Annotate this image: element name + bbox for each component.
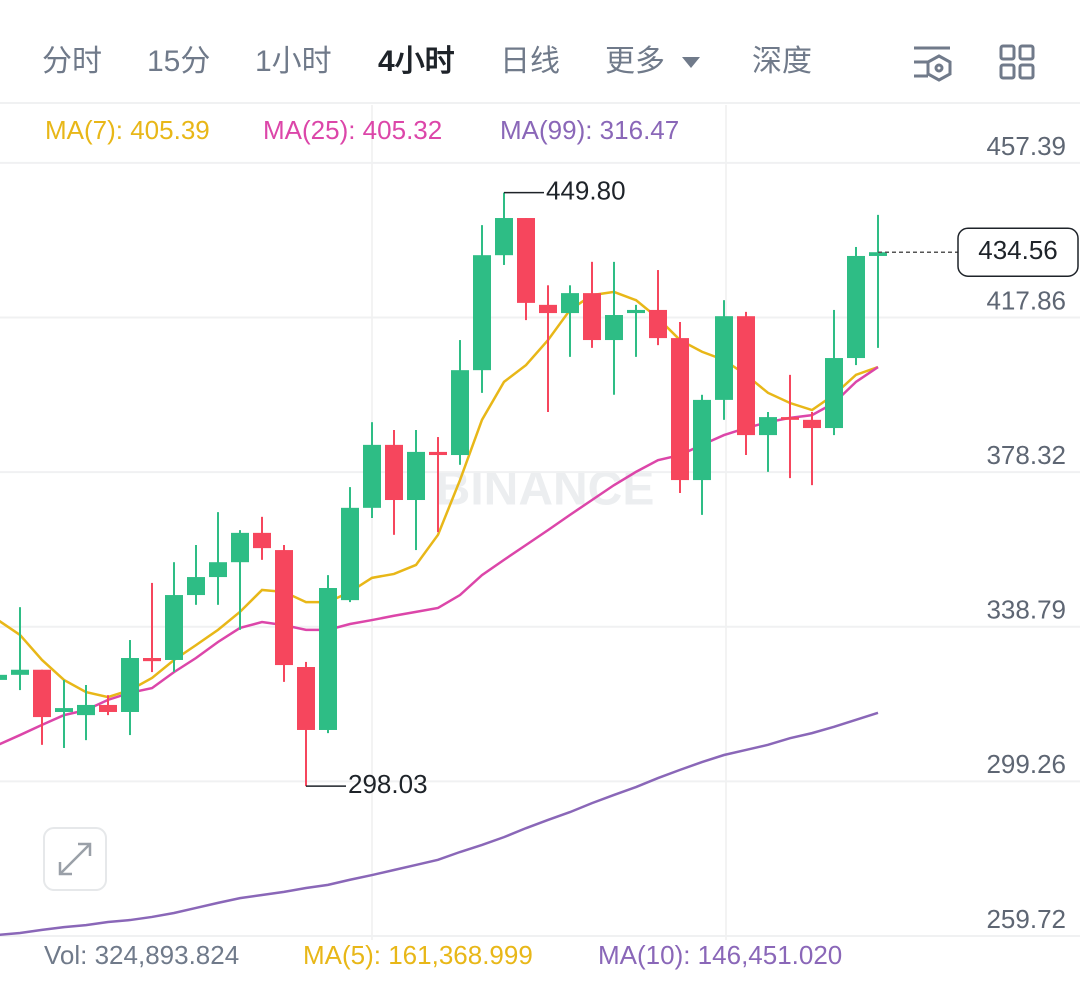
candle-body — [319, 588, 337, 730]
candle-body — [121, 658, 139, 712]
candle-body — [187, 577, 205, 596]
tab[interactable]: 15分 — [147, 45, 210, 78]
candle-body — [517, 218, 535, 303]
candle-body — [11, 669, 29, 675]
candle-body — [583, 293, 601, 341]
ma-line — [0, 366, 879, 746]
legend-entry: MA(99): 316.47 — [500, 115, 679, 145]
candle-body — [407, 451, 425, 501]
legend-entry: MA(7): 405.39 — [45, 115, 210, 145]
candle-body — [253, 532, 271, 549]
min-marker-label: 298.03 — [348, 769, 428, 799]
candle-body — [869, 252, 887, 256]
candle-body — [627, 309, 645, 314]
tab[interactable]: 深度 — [752, 45, 812, 78]
volume-legend: Vol: 324,893.824 — [44, 940, 239, 970]
watermark: BINANCE — [436, 463, 655, 516]
y-tick-label: 457.39 — [986, 131, 1066, 161]
candle-body — [451, 370, 469, 456]
candle-body — [55, 708, 73, 712]
volume-legend: MA(5): 161,368.999 — [303, 940, 533, 970]
candle-body — [297, 667, 315, 730]
y-tick-label: 417.86 — [986, 285, 1066, 315]
candle-body — [429, 451, 447, 456]
candle-body — [0, 674, 7, 680]
candle-body — [605, 315, 623, 341]
candle-body — [847, 255, 865, 359]
candle-body — [143, 658, 161, 662]
candle-body — [385, 444, 403, 501]
y-tick-label: 378.32 — [986, 440, 1066, 470]
settings-icon[interactable] — [914, 46, 952, 82]
candle-body — [737, 316, 755, 436]
candle-body — [803, 419, 821, 429]
max-marker-label: 449.80 — [546, 175, 626, 205]
volume-legend: MA(10): 146,451.020 — [598, 940, 842, 970]
candle-body — [781, 417, 799, 420]
tab[interactable]: 1小时 — [255, 45, 332, 78]
candle-body — [825, 358, 843, 429]
tab[interactable]: 分时 — [42, 45, 102, 78]
candle-body — [77, 704, 95, 716]
candle-body — [759, 417, 777, 436]
tab[interactable]: 4小时 — [378, 45, 455, 78]
candle-body — [275, 550, 293, 666]
candle-body — [363, 444, 381, 508]
candle-body — [495, 218, 513, 256]
candle-body — [649, 309, 667, 339]
candle-body — [671, 338, 689, 481]
y-tick-label: 299.26 — [986, 749, 1066, 779]
tab[interactable]: 日线 — [500, 45, 560, 78]
candle-body — [33, 669, 51, 718]
y-tick-label: 338.79 — [986, 595, 1066, 625]
ma-line — [0, 711, 879, 936]
expand-icon[interactable] — [58, 842, 92, 876]
tab-bar: 分时 15分 1小时 4小时 日线 更多 深度 — [42, 45, 812, 78]
legend-entry: MA(25): 405.32 — [263, 115, 442, 145]
last-price-box — [957, 227, 1079, 277]
last-price-label: 434.56 — [978, 235, 1058, 265]
dropdown-arrow[interactable] — [682, 57, 700, 68]
layout-icon[interactable] — [999, 44, 1035, 80]
candle-body — [165, 595, 183, 660]
candle-body — [209, 562, 227, 578]
tab[interactable]: 更多 — [605, 45, 665, 78]
candle-body — [473, 255, 491, 371]
candle-body — [539, 304, 557, 314]
y-tick-label: 259.72 — [986, 904, 1066, 934]
candle-body — [341, 507, 359, 601]
candle-body — [693, 399, 711, 481]
candle-body — [231, 532, 249, 563]
candle-body — [99, 704, 117, 712]
candle-body — [715, 316, 733, 400]
candle-body — [561, 293, 579, 314]
